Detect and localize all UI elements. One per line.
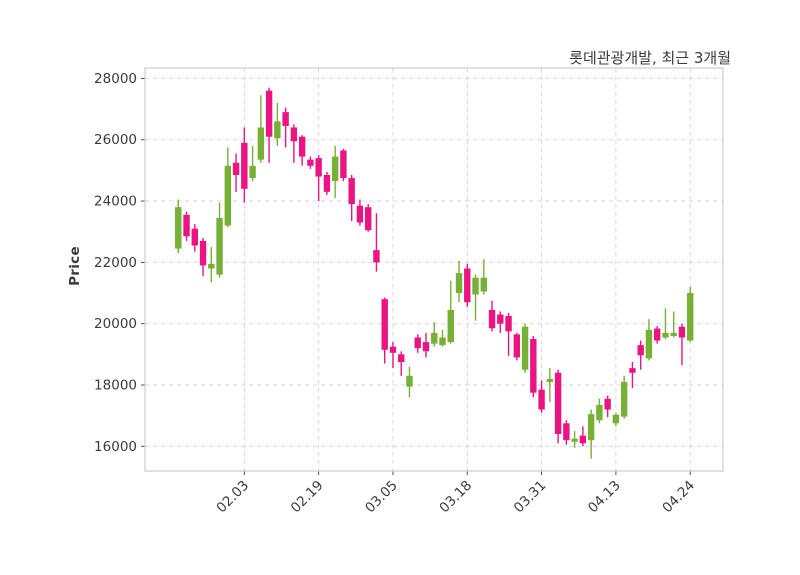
candle-body [629, 368, 636, 373]
y-tick-label: 16000 [94, 439, 137, 455]
candle-body [439, 337, 446, 346]
candle-body [653, 328, 661, 341]
candle-body [662, 332, 669, 338]
candle-body [323, 174, 331, 192]
candle-body [282, 112, 289, 126]
candle-body [274, 121, 281, 139]
candle-body [530, 339, 537, 393]
candle-body [307, 159, 314, 166]
y-tick-label: 22000 [94, 255, 137, 271]
candle-body [687, 293, 694, 341]
candle-body [406, 375, 413, 387]
candle-wick [631, 362, 634, 389]
candle-body [208, 263, 215, 269]
plot-background [145, 68, 723, 471]
candle-body [480, 277, 487, 292]
candle-body [216, 217, 223, 275]
candle-body [488, 309, 496, 329]
y-tick-label: 20000 [94, 316, 137, 332]
candle-body [637, 345, 644, 356]
y-tick-label: 26000 [94, 132, 137, 148]
chart-title: 롯데관광개발, 최근 3개월 [569, 49, 731, 67]
candle-wick [673, 311, 675, 338]
plot-border [144, 67, 724, 472]
candle-wick [400, 351, 402, 376]
candle-body [381, 299, 388, 350]
candle-wick [392, 342, 394, 369]
candle-body [563, 423, 570, 441]
candle-body [513, 334, 521, 358]
x-tick-label: 03.31 [511, 478, 550, 517]
candle-body [596, 404, 603, 421]
x-tick-label: 03.05 [362, 478, 401, 517]
candle-body [389, 346, 397, 353]
candle-body [364, 207, 372, 231]
candle-body [604, 398, 611, 410]
candle-body [670, 332, 677, 336]
candle-body [191, 228, 198, 246]
candle-body [422, 342, 430, 352]
candle-wick [251, 145, 254, 182]
x-tick-label: 04.24 [659, 478, 698, 517]
candle-body [290, 127, 298, 142]
candle-body [224, 165, 232, 226]
candle-body [521, 326, 529, 370]
candle-body [373, 250, 380, 263]
candle-body [298, 136, 306, 157]
candle-wick [681, 323, 683, 366]
x-tick-label: 02.03 [214, 478, 253, 517]
candle-body [455, 273, 463, 294]
y-tick-label: 18000 [94, 378, 137, 394]
candle-body [546, 378, 554, 382]
candle-body [464, 268, 471, 303]
candle-body [257, 127, 265, 160]
candle-body [431, 332, 438, 344]
candle-body [678, 326, 686, 338]
x-tick-label: 04.13 [585, 478, 624, 517]
candle-body [356, 205, 364, 223]
candle-body [199, 240, 207, 266]
candle-body [612, 414, 620, 424]
candle-body [340, 150, 347, 179]
candle-body [645, 329, 653, 359]
candle-wick [507, 312, 510, 356]
candle-body [249, 165, 256, 179]
candle-wick [284, 107, 287, 148]
candle-body [554, 372, 562, 435]
candle-body [241, 142, 248, 189]
candle-wick [375, 213, 378, 272]
candle-wick [664, 308, 667, 340]
candle-wick [549, 368, 551, 402]
candle-body [587, 414, 595, 441]
candle-body [348, 178, 355, 205]
candle-body [398, 354, 405, 363]
candle-body [175, 207, 182, 249]
candle-wick [317, 155, 320, 202]
candle-wick [483, 259, 485, 295]
x-tick-label: 02.19 [288, 478, 327, 517]
candle-body [620, 381, 628, 417]
candle-body [183, 214, 190, 237]
y-tick-label: 28000 [94, 71, 137, 87]
candle-body [331, 156, 339, 182]
candle-body [447, 309, 454, 343]
candle-body [571, 438, 578, 442]
candle-wick [293, 124, 295, 163]
candle-wick [474, 274, 477, 321]
candle-body [232, 162, 240, 175]
candle-body [265, 90, 273, 137]
y-axis-label: Price [67, 246, 83, 286]
candle-body [497, 314, 504, 324]
candle-body [414, 337, 421, 349]
candle-body [579, 435, 587, 444]
candle-body [538, 389, 545, 410]
candle-body [472, 277, 479, 295]
y-tick-label: 24000 [94, 194, 137, 210]
candle-body [505, 316, 512, 332]
x-tick-label: 03.18 [436, 478, 475, 517]
candle-body [315, 158, 322, 177]
